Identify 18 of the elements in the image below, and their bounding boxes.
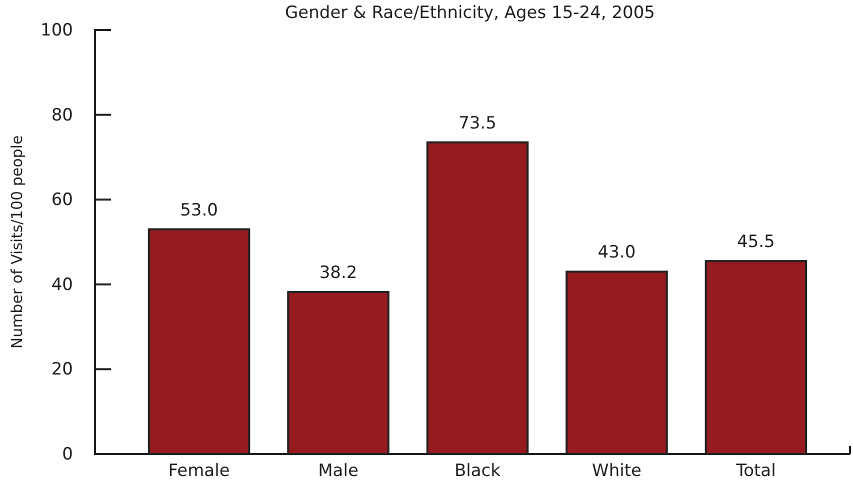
data-label: 43.0 <box>598 242 636 263</box>
y-tick-label: 80 <box>51 105 73 126</box>
x-tick-label: White <box>592 461 642 482</box>
x-tick-label: Black <box>454 461 501 482</box>
y-axis-title: Number of Visits/100 people <box>8 135 26 349</box>
y-tick-label: 100 <box>40 20 73 40</box>
y-tick-label: 40 <box>51 274 73 295</box>
data-label: 45.5 <box>737 232 775 252</box>
y-tick-label: 60 <box>51 190 73 210</box>
x-tick-label: Male <box>318 461 358 482</box>
x-tick-label: Female <box>168 461 230 482</box>
y-tick-label: 20 <box>51 360 73 380</box>
data-label: 73.5 <box>458 113 496 134</box>
chart-title: Gender & Race/Ethnicity, Ages 15-24, 2005 <box>285 3 655 23</box>
x-tick-label: Total <box>735 461 776 482</box>
data-label: 38.2 <box>319 263 358 284</box>
data-label: 53.0 <box>180 200 218 220</box>
y-tick-label: 0 <box>62 444 73 464</box>
